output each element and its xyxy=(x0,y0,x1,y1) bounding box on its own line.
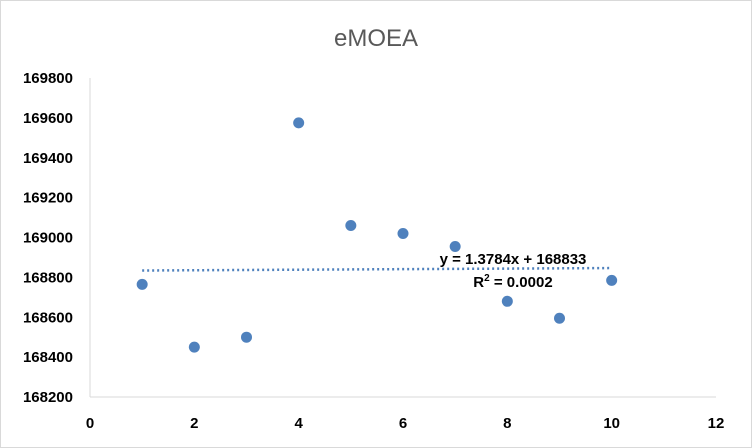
x-tick-label: 6 xyxy=(399,415,407,432)
data-point xyxy=(501,295,513,307)
y-tick-label: 169200 xyxy=(23,190,73,207)
r2-superscript: 2 xyxy=(484,273,490,284)
trendline-equation: y = 1.3784x + 168833 xyxy=(440,251,587,268)
data-point xyxy=(554,312,565,324)
data-point xyxy=(241,331,252,343)
y-tick-labels: 168200 168400 168600 168800 169000 169200 1694… xyxy=(23,70,73,406)
y-tick-label: 169400 xyxy=(23,150,73,167)
y-tick-label: 168600 xyxy=(23,309,73,326)
trendline-group xyxy=(142,266,612,272)
data-point xyxy=(188,341,200,353)
data-point xyxy=(345,220,357,232)
x-tick-label: 8 xyxy=(503,415,511,432)
axes xyxy=(89,78,716,398)
data-point xyxy=(136,278,148,290)
data-point xyxy=(449,240,461,252)
r2-value: = 0.0002 xyxy=(490,274,553,291)
y-tick-label: 169600 xyxy=(23,110,73,127)
data-point xyxy=(293,117,305,129)
r2-prefix: R xyxy=(473,274,484,291)
data-point xyxy=(606,274,618,286)
x-tick-label: 4 xyxy=(294,415,303,432)
x-tick-labels: 0 2 4 6 8 10 12 xyxy=(86,415,725,432)
x-tick-label: 10 xyxy=(603,415,620,432)
x-tick-label: 0 xyxy=(86,415,94,432)
chart-title: eMOEA xyxy=(334,25,418,52)
y-tick-label: 168400 xyxy=(23,349,73,366)
y-tick-label: 169000 xyxy=(23,230,73,247)
x-tick-label: 2 xyxy=(190,415,198,432)
y-tick-label: 168200 xyxy=(23,389,73,406)
data-points xyxy=(136,117,618,353)
x-tick-label: 12 xyxy=(708,415,725,432)
trendline-r-squared: R2 = 0.0002 xyxy=(473,273,552,291)
y-tick-label: 169800 xyxy=(23,70,73,87)
trendline xyxy=(142,266,612,272)
data-point xyxy=(397,228,409,240)
y-tick-label: 168800 xyxy=(23,269,73,286)
